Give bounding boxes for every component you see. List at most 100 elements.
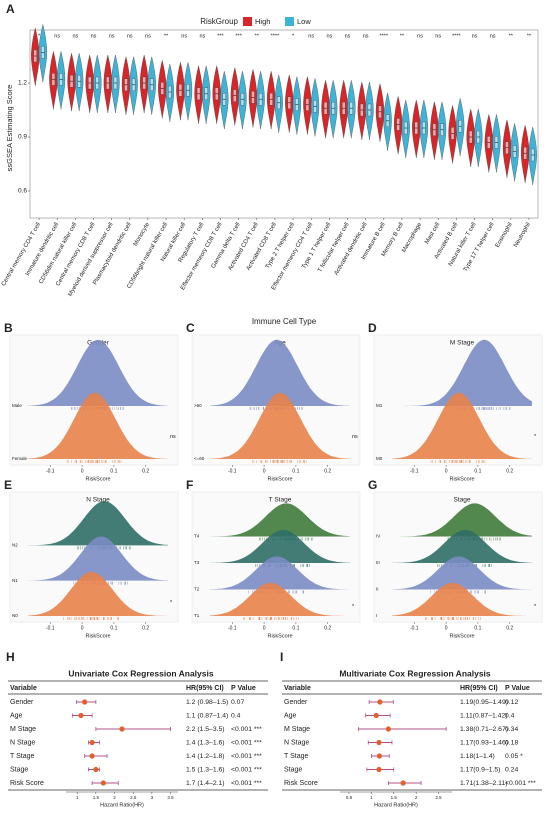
significance-label: ****: [271, 33, 280, 39]
panel-label: F: [186, 478, 193, 492]
x-tick-label: 0.2: [142, 625, 149, 631]
p-label: 0.4: [505, 712, 515, 719]
x-tick-label: 0.1: [474, 468, 481, 474]
significance-label: ****: [380, 33, 389, 39]
x-axis-label: Hazard Ratio(HR): [100, 802, 144, 808]
x-tick-label: Mast cell: [424, 222, 441, 246]
significance-label: ns: [345, 33, 351, 39]
hr-label: 1.19(0.95–1.49): [460, 699, 508, 706]
density: [210, 529, 350, 563]
density: [392, 503, 532, 537]
group-label: Male: [12, 403, 22, 408]
column-header: Variable: [10, 685, 37, 692]
group-label: III: [376, 560, 380, 565]
hr-label: 1.4 (1.2–1.8): [186, 753, 225, 760]
significance-label: *: [292, 33, 295, 39]
legend-label: Low: [297, 17, 311, 26]
x-tick-label: -0.1: [410, 625, 419, 631]
x-tick-label: 0.5: [346, 795, 353, 800]
x-tick-label: -0.1: [228, 468, 237, 474]
hr-point: [376, 766, 382, 773]
significance-label: *: [534, 434, 537, 440]
x-tick-label: -0.1: [46, 468, 55, 474]
group-label: II: [376, 587, 379, 592]
row-label: Risk Score: [10, 780, 44, 787]
significance-label: *: [534, 604, 537, 610]
panel-title: T Stage: [269, 497, 292, 504]
x-tick-label: 2: [415, 795, 418, 800]
density: [392, 582, 532, 616]
significance-label: ns: [91, 33, 97, 39]
x-tick-label: 0.2: [506, 625, 513, 631]
significance-label: ***: [217, 33, 224, 39]
p-label: <0.001 ***: [231, 753, 262, 760]
x-tick-label: -0.1: [46, 625, 55, 631]
significance-label: *: [170, 600, 173, 606]
significance-label: ns: [72, 33, 78, 39]
hr-point: [78, 712, 84, 719]
row-label: Gender: [284, 699, 308, 706]
x-tick-label: 0.1: [110, 625, 117, 631]
group-label: IV: [376, 534, 380, 539]
hr-point: [82, 699, 88, 705]
x-axis-label: Hazard Ratio(HR): [374, 802, 418, 808]
x-tick-label: 0.1: [110, 468, 117, 474]
legend-swatch: [285, 17, 294, 26]
x-tick-label: -0.1: [228, 625, 237, 631]
hr-point: [385, 726, 391, 732]
hr-label: 1.18(1–1.4): [460, 753, 495, 760]
x-tick-label: 1.5: [391, 795, 398, 800]
significance-label: ns: [308, 33, 314, 39]
p-label: 0.34: [505, 726, 518, 733]
hr-point: [376, 753, 383, 759]
p-label: 0.07: [231, 699, 244, 706]
row-label: T Stage: [10, 753, 34, 760]
density: [392, 392, 532, 459]
density: [28, 536, 168, 581]
x-tick-label: 0: [81, 625, 84, 631]
significance-label: ns: [170, 434, 176, 440]
panel-label: I: [280, 650, 283, 664]
hr-point: [93, 766, 99, 773]
x-tick-label: Monocyte: [133, 221, 152, 247]
significance-label: ns: [127, 33, 133, 39]
hr-label: 1.17(0.9–1.5): [460, 766, 500, 773]
density: [210, 503, 350, 537]
group-label: N0: [12, 613, 18, 618]
x-tick-label: 0.2: [324, 468, 331, 474]
x-tick-label: Eosinophil: [495, 222, 514, 249]
x-tick-label: 0.1: [474, 625, 481, 631]
x-tick-label: 1: [76, 795, 79, 800]
hr-label: 1.2 (0.98–1.5): [186, 699, 228, 706]
p-label: 0.05 *: [505, 753, 523, 760]
x-axis-label: RiskScore: [267, 476, 292, 482]
row-label: Stage: [10, 766, 28, 773]
row-label: M Stage: [10, 726, 36, 733]
hr-point: [377, 699, 383, 705]
x-tick-label: 3: [151, 795, 154, 800]
row-label: N Stage: [10, 739, 35, 746]
group-label: T2: [194, 587, 200, 592]
x-tick-label: 0: [445, 625, 448, 631]
group-label: >60: [194, 403, 202, 408]
legend-title: RiskGroup: [200, 17, 238, 26]
density: [392, 556, 532, 590]
density: [392, 529, 532, 563]
density: [28, 392, 168, 459]
x-tick-label: 0.2: [142, 468, 149, 474]
significance-label: ns: [472, 33, 478, 39]
x-tick-label: 0: [263, 625, 266, 631]
row-label: Stage: [284, 766, 302, 773]
y-axis-label: ssGSEA Estimating Score: [5, 85, 14, 172]
x-tick-label: 2.5: [435, 795, 442, 800]
hr-label: 2.2 (1.5–3.5): [186, 726, 225, 733]
group-label: M0: [376, 456, 383, 461]
x-tick-label: -0.1: [410, 468, 419, 474]
column-header: HR(95% CI): [460, 685, 498, 692]
x-tick-label: 0.1: [292, 468, 299, 474]
significance-label: ns: [352, 434, 358, 440]
row-label: M Stage: [284, 726, 310, 733]
p-label: <0.001 ***: [231, 739, 262, 746]
density: [210, 556, 350, 590]
